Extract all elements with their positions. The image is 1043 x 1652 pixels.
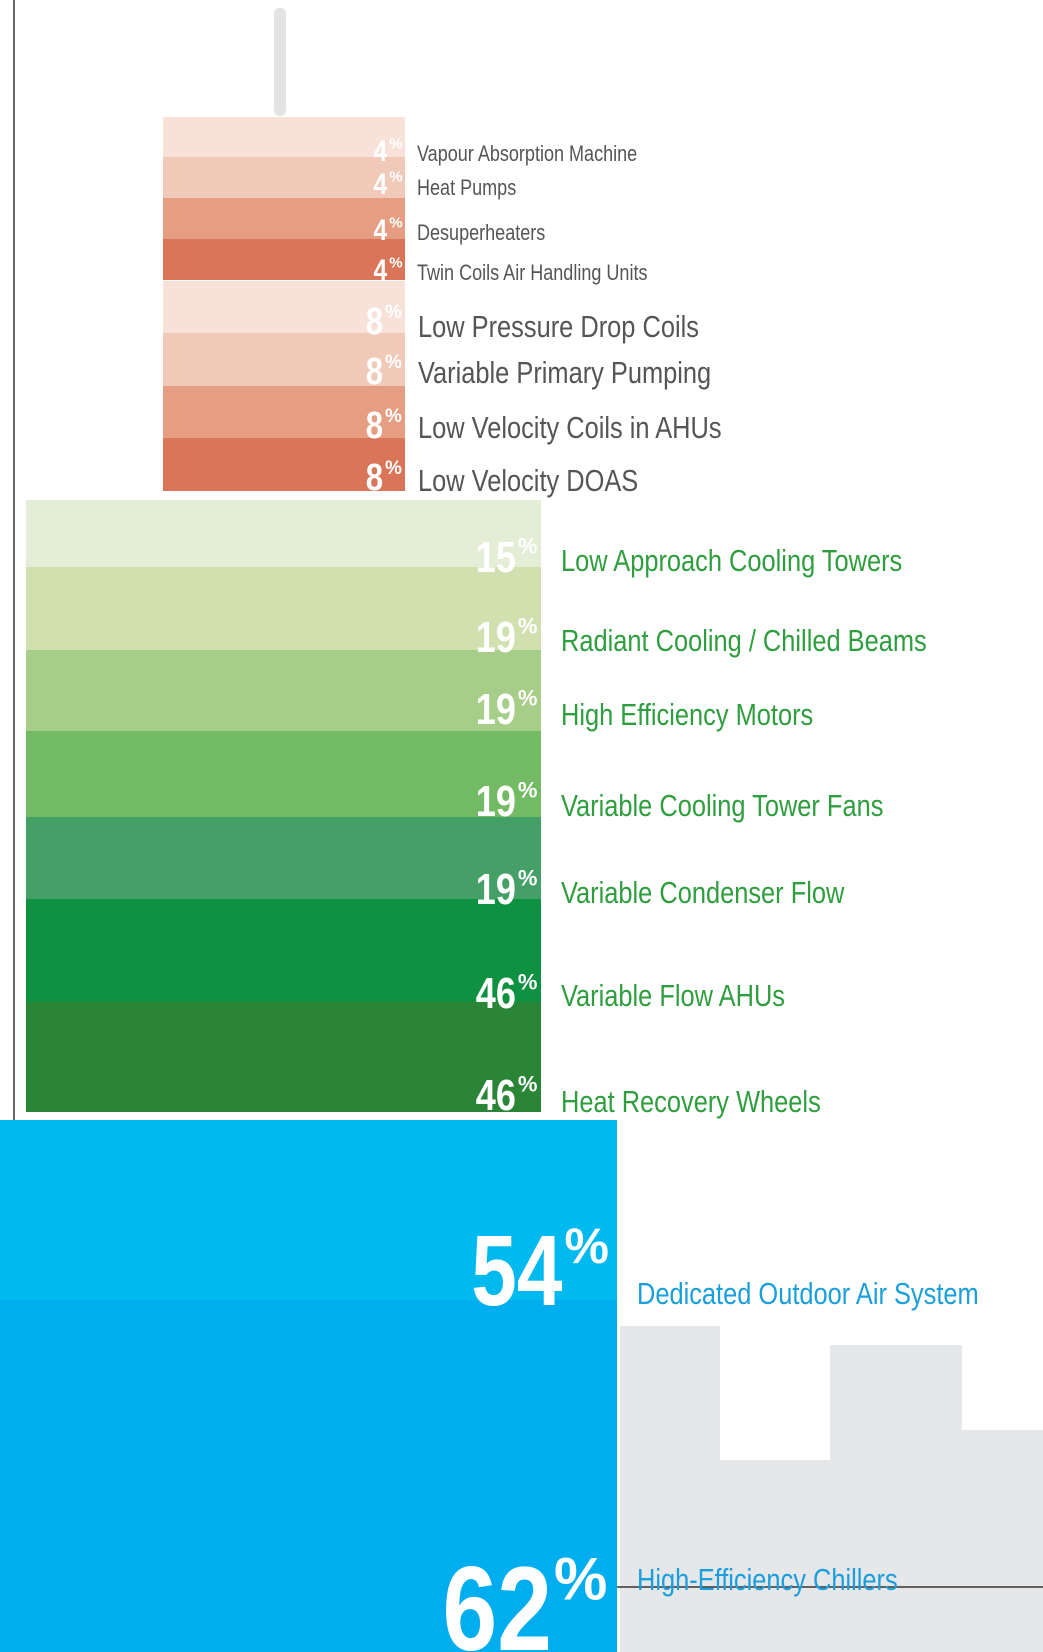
percent-value: 8	[366, 351, 383, 393]
percent-value: 19	[476, 613, 516, 662]
item-label: Variable Primary Pumping	[418, 356, 711, 391]
percent-sign: %	[385, 458, 402, 479]
percent-sign: %	[554, 1546, 607, 1613]
percent-sign: %	[389, 254, 402, 271]
item-label: High Efficiency Motors	[561, 698, 813, 733]
percent-sign: %	[385, 352, 402, 373]
percent-value: 62	[443, 1543, 552, 1652]
percent-value: 15	[476, 533, 516, 582]
percent-sign: %	[518, 866, 538, 891]
band	[163, 239, 405, 280]
percent-sign: %	[518, 778, 538, 803]
band	[26, 899, 541, 1002]
item-label: Low Pressure Drop Coils	[418, 310, 699, 345]
percent-value: 4	[374, 253, 388, 287]
percent-value: 19	[476, 685, 516, 734]
percent-sign: %	[385, 302, 402, 323]
band	[26, 731, 541, 817]
item-label: Variable Cooling Tower Fans	[561, 789, 883, 824]
item-label: Twin Coils Air Handling Units	[417, 261, 648, 285]
percent-sign: %	[518, 970, 538, 995]
percent-value: 19	[476, 865, 516, 914]
item-label: Low Velocity DOAS	[418, 464, 638, 499]
percent-value: 46	[476, 969, 516, 1018]
percent-value: 4	[374, 213, 388, 247]
band	[26, 567, 541, 650]
percent-value: 8	[366, 301, 383, 343]
percent-value: 4	[374, 134, 388, 168]
item-label: Heat Pumps	[417, 176, 516, 200]
percent-value: 8	[366, 457, 383, 499]
percent-sign: %	[565, 1218, 609, 1274]
percent-sign: %	[518, 1072, 538, 1097]
item-label: Heat Recovery Wheels	[561, 1085, 821, 1120]
band	[163, 198, 405, 239]
percent-sign: %	[518, 534, 538, 559]
band	[163, 117, 405, 157]
percent-sign: %	[518, 686, 538, 711]
item-label: Low Velocity Coils in AHUs	[418, 411, 722, 446]
item-label: Dedicated Outdoor Air System	[637, 1277, 979, 1312]
percent-value: 54	[471, 1215, 562, 1327]
band	[26, 650, 541, 731]
band	[26, 500, 541, 567]
percent-sign: %	[389, 214, 402, 231]
percent-sign: %	[385, 406, 402, 427]
item-label: Variable Condenser Flow	[561, 876, 845, 911]
percent-sign: %	[389, 135, 402, 152]
percent-value: 4	[374, 167, 388, 201]
item-label: Low Approach Cooling Towers	[561, 544, 902, 579]
item-label: Radiant Cooling / Chilled Beams	[561, 624, 927, 659]
percent-sign: %	[389, 168, 402, 185]
item-label: Variable Flow AHUs	[561, 979, 785, 1014]
percent-value: 19	[476, 777, 516, 826]
percent-value: 46	[476, 1071, 516, 1120]
item-label: Vapour Absorption Machine	[417, 142, 637, 166]
item-label: Desuperheaters	[417, 221, 545, 245]
percent-sign: %	[518, 614, 538, 639]
item-label: High-Efficiency Chillers	[637, 1563, 898, 1598]
building-silhouette	[620, 1326, 1043, 1652]
band	[163, 157, 405, 198]
page: {"percent_sign": "%", "groups": [ {"item…	[0, 0, 1043, 1652]
infographic: 4% Vapour Absorption Machine 4% Heat Pumps 4…	[0, 0, 1043, 1652]
percent-value: 8	[366, 405, 383, 447]
pipe	[274, 8, 286, 116]
band	[26, 1002, 541, 1112]
band	[26, 817, 541, 899]
